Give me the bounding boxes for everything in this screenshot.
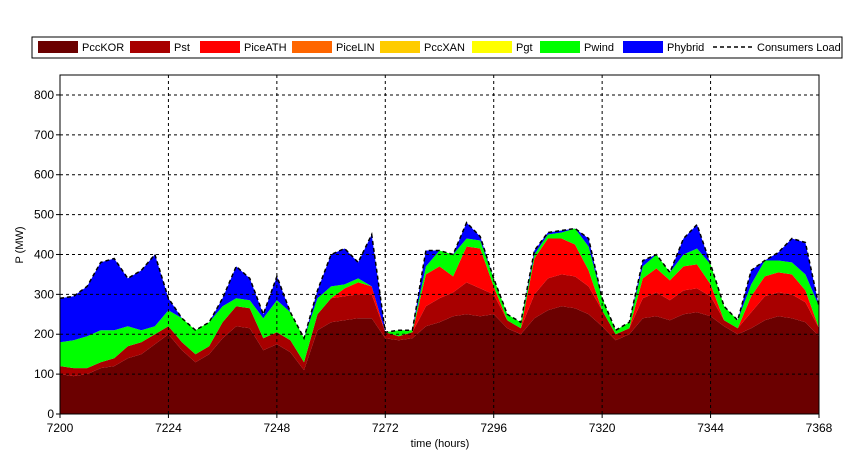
series-layer <box>60 222 819 414</box>
grid-layer <box>60 75 819 414</box>
legend-label: Consumers Load <box>757 42 841 54</box>
y-tick-label: 700 <box>34 128 54 142</box>
legend: PccKOR Pst PiceATH PiceLIN PccXAN Pgt Pwind Phy… <box>31 36 843 59</box>
x-tick-label: 7224 <box>155 421 182 435</box>
legend-item-pgt: Pgt <box>472 41 533 54</box>
x-tick-label: 7248 <box>264 421 291 435</box>
x-tick-label: 7344 <box>697 421 724 435</box>
legend-swatch <box>292 41 332 53</box>
legend-swatch <box>38 41 78 53</box>
legend-item-pcckor: PccKOR <box>38 41 124 54</box>
x-tick-label: 7320 <box>589 421 616 435</box>
legend-item-piceath: PiceATH <box>200 41 287 54</box>
legend-swatch <box>380 41 420 53</box>
legend-item-pwind: Pwind <box>540 41 614 54</box>
legend-item-phybrid: Phybrid <box>623 41 704 54</box>
legend-item-picelin: PiceLIN <box>292 41 375 54</box>
x-axis-title: time (hours) <box>411 438 470 450</box>
legend-label: Phybrid <box>667 42 704 54</box>
x-tick-label: 7272 <box>372 421 399 435</box>
legend-swatch <box>623 41 663 53</box>
y-tick-label: 800 <box>34 88 54 102</box>
y-tick-label: 500 <box>34 208 54 222</box>
legend-label: PiceATH <box>244 42 287 54</box>
x-tick-label: 7368 <box>806 421 833 435</box>
y-tick-label: 200 <box>34 327 54 341</box>
legend-swatch <box>130 41 170 53</box>
legend-swatch <box>540 41 580 53</box>
legend-item-pst: Pst <box>130 41 190 54</box>
y-tick-label: 600 <box>34 168 54 182</box>
legend-label: PiceLIN <box>336 42 375 54</box>
legend-label: Pst <box>174 42 190 54</box>
legend-swatch <box>200 41 240 53</box>
y-tick-label: 400 <box>34 247 54 261</box>
x-tick-label: 7296 <box>480 421 507 435</box>
load-layer <box>59 221 820 341</box>
series-area-pwind <box>60 228 819 369</box>
plot-frame <box>59 74 820 415</box>
legend-label: Pgt <box>516 42 533 54</box>
legend-label: Pwind <box>584 42 614 54</box>
legend-item-pccxan: PccXAN <box>380 41 465 54</box>
y-tick-label: 0 <box>47 407 54 421</box>
y-axis-title: P (MW) <box>14 226 26 263</box>
y-tick-label: 300 <box>34 287 54 301</box>
x-tick-label: 7200 <box>47 421 74 435</box>
legend-swatch <box>472 41 512 53</box>
legend-label: PccXAN <box>424 42 465 54</box>
legend-label: PccKOR <box>82 42 124 54</box>
legend-item-consumers-load: Consumers Load <box>713 42 841 54</box>
series-area-pcckor <box>60 306 819 414</box>
axes-layer: 0 100 200 300 400 500 600 700 800 7200 7224 7248 727… <box>34 74 833 435</box>
y-tick-label: 100 <box>34 367 54 381</box>
consumers-load-line <box>59 221 820 341</box>
